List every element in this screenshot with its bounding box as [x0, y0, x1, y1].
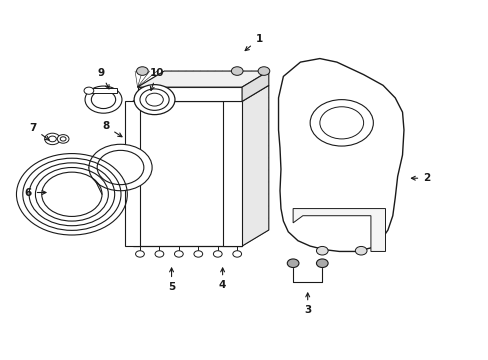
- Text: 2: 2: [410, 173, 429, 183]
- Text: 8: 8: [102, 121, 122, 137]
- Circle shape: [44, 133, 60, 145]
- Polygon shape: [278, 59, 403, 251]
- Circle shape: [136, 67, 148, 75]
- Polygon shape: [242, 71, 268, 102]
- Circle shape: [174, 251, 183, 257]
- Circle shape: [134, 85, 175, 114]
- Circle shape: [309, 100, 372, 146]
- Circle shape: [319, 107, 363, 139]
- Circle shape: [60, 137, 66, 141]
- Polygon shape: [242, 85, 268, 246]
- Text: 3: 3: [304, 293, 311, 315]
- Circle shape: [316, 259, 327, 267]
- Text: 4: 4: [219, 268, 226, 291]
- Circle shape: [91, 91, 116, 109]
- Polygon shape: [292, 208, 385, 251]
- Circle shape: [155, 251, 163, 257]
- Text: 1: 1: [244, 34, 262, 51]
- Bar: [90, 88, 117, 93]
- Circle shape: [287, 259, 298, 267]
- Circle shape: [85, 86, 122, 113]
- Text: 9: 9: [97, 68, 109, 89]
- Bar: [222, 102, 242, 246]
- Circle shape: [89, 144, 152, 191]
- Bar: [125, 102, 140, 246]
- Circle shape: [194, 251, 202, 257]
- Circle shape: [258, 67, 269, 75]
- Circle shape: [231, 67, 243, 75]
- Circle shape: [316, 247, 327, 255]
- Polygon shape: [132, 85, 268, 102]
- Circle shape: [355, 247, 366, 255]
- Text: 5: 5: [167, 268, 175, 292]
- Circle shape: [97, 150, 143, 185]
- Circle shape: [140, 89, 169, 111]
- Circle shape: [135, 251, 144, 257]
- Text: 7: 7: [29, 123, 49, 140]
- Bar: [132, 102, 242, 246]
- Circle shape: [84, 87, 94, 94]
- Polygon shape: [137, 87, 242, 102]
- Circle shape: [48, 136, 56, 142]
- Text: 10: 10: [149, 68, 164, 90]
- Circle shape: [232, 251, 241, 257]
- Circle shape: [213, 251, 222, 257]
- Circle shape: [57, 135, 69, 143]
- Polygon shape: [137, 71, 268, 87]
- Text: 6: 6: [24, 188, 46, 198]
- Circle shape: [145, 93, 163, 106]
